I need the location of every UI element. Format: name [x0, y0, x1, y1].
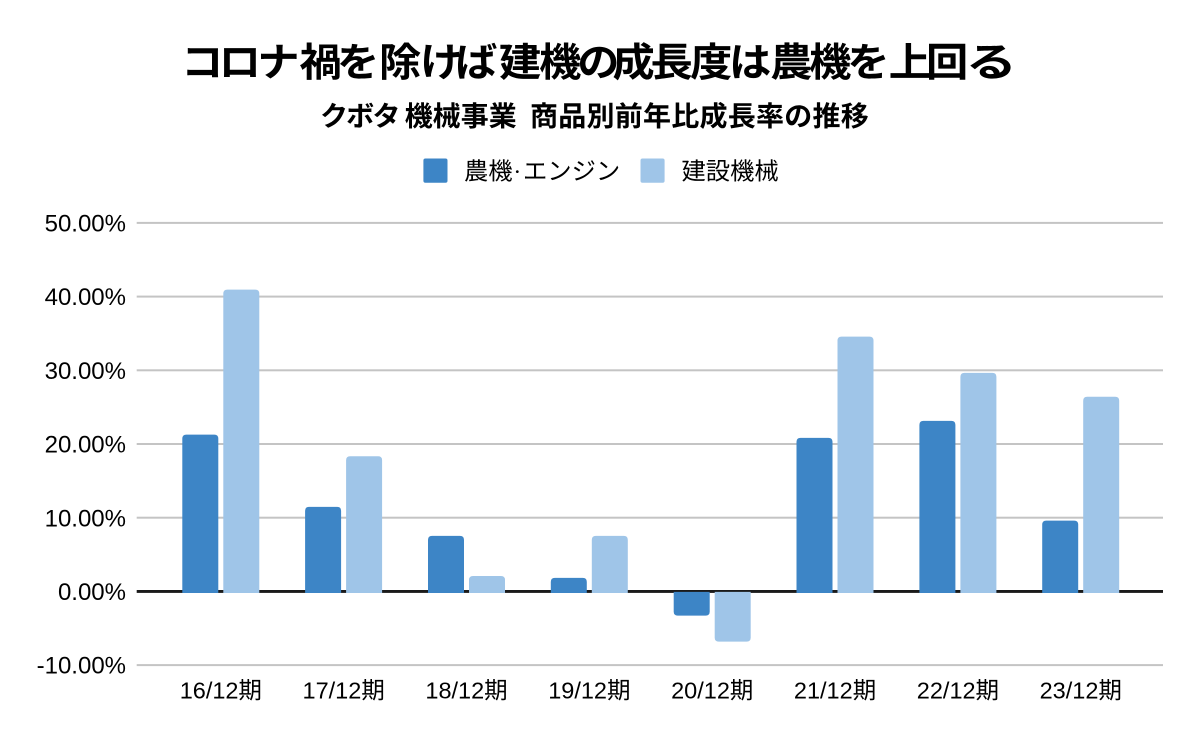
svg-text:20/12: 20/12: [671, 678, 730, 704]
svg-text:0.00%: 0.00%: [58, 579, 126, 606]
svg-text:19/12: 19/12: [548, 678, 607, 704]
svg-text:16/12: 16/12: [180, 678, 239, 704]
svg-text:30.00%: 30.00%: [45, 358, 126, 385]
svg-text:18/12: 18/12: [425, 678, 484, 704]
svg-text:21/12: 21/12: [794, 678, 853, 704]
svg-text:20.00%: 20.00%: [45, 432, 126, 459]
svg-text:10.00%: 10.00%: [45, 505, 126, 532]
svg-text:22/12: 22/12: [917, 678, 976, 704]
svg-text:40.00%: 40.00%: [45, 284, 126, 311]
svg-text:50.00%: 50.00%: [45, 211, 126, 238]
svg-text:23/12: 23/12: [1040, 678, 1099, 704]
svg-text:17/12: 17/12: [303, 678, 362, 704]
svg-text:-10.00%: -10.00%: [37, 653, 126, 680]
